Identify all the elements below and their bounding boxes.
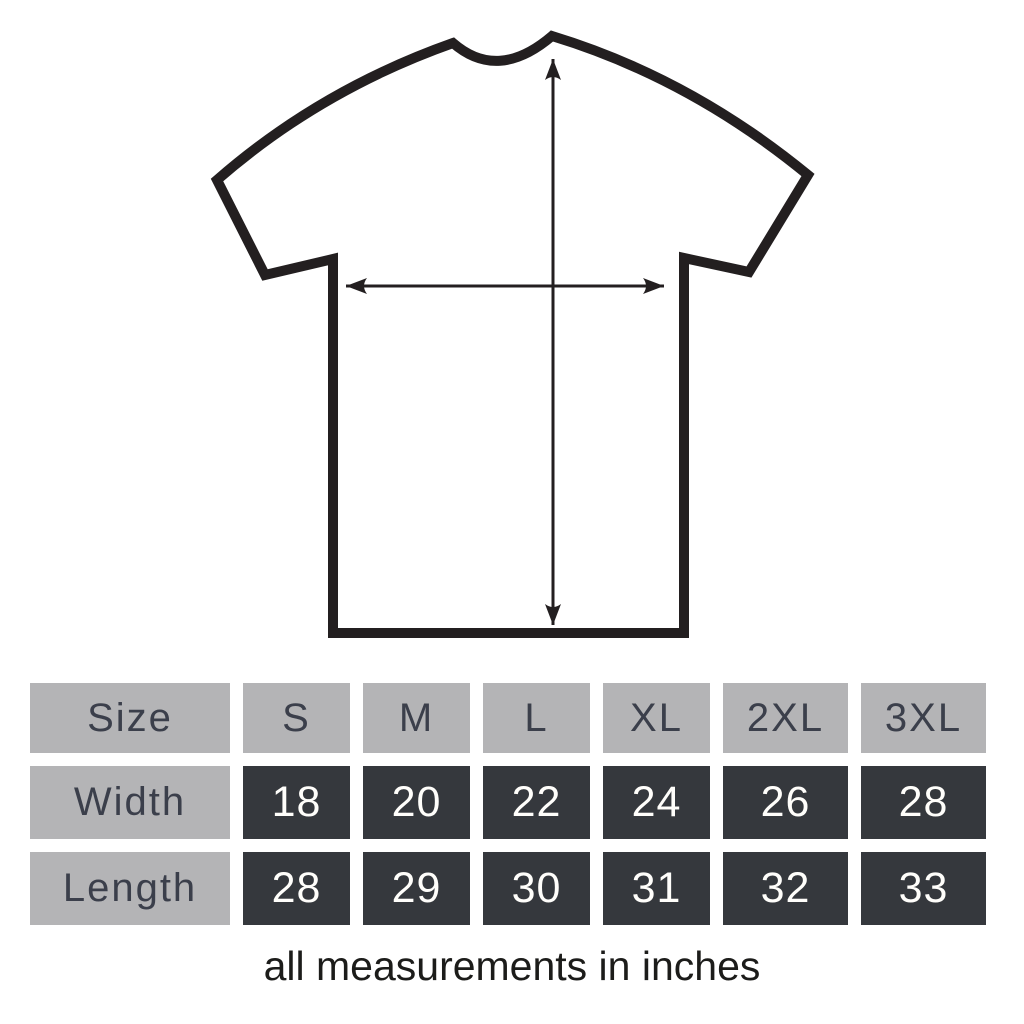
table-header-size-label: Size <box>30 683 230 753</box>
length-value-l: 30 <box>483 852 590 925</box>
width-value-2xl: 26 <box>723 766 848 839</box>
table-header-size-xl: XL <box>603 683 710 753</box>
size-chart-table: Size S M L XL 2XL 3XL Width 18 20 22 24 … <box>30 683 986 925</box>
table-row-length-label: Length <box>30 852 230 925</box>
length-value-m: 29 <box>363 852 470 925</box>
length-value-xl: 31 <box>603 852 710 925</box>
length-value-3xl: 33 <box>861 852 986 925</box>
width-value-3xl: 28 <box>861 766 986 839</box>
measurements-note: all measurements in inches <box>263 943 761 989</box>
table-header-size-3xl: 3XL <box>861 683 986 753</box>
table-header-size-m: M <box>363 683 470 753</box>
tshirt-measurement-diagram <box>210 30 815 638</box>
table-header-size-2xl: 2XL <box>723 683 848 753</box>
table-header-size-s: S <box>243 683 350 753</box>
width-value-s: 18 <box>243 766 350 839</box>
table-row-width-label: Width <box>30 766 230 839</box>
width-value-l: 22 <box>483 766 590 839</box>
width-value-xl: 24 <box>603 766 710 839</box>
table-header-size-l: L <box>483 683 590 753</box>
length-value-2xl: 32 <box>723 852 848 925</box>
tshirt-outline <box>210 30 815 638</box>
width-value-m: 20 <box>363 766 470 839</box>
length-value-s: 28 <box>243 852 350 925</box>
